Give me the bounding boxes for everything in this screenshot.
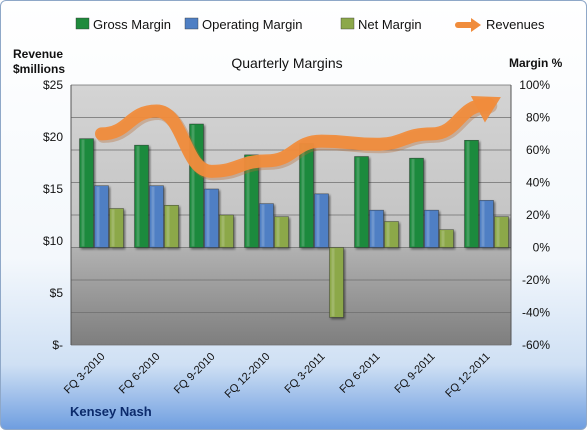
bar-series <box>79 123 509 318</box>
revenues-legend-arrow <box>471 18 481 32</box>
revenues-arrowhead <box>470 96 501 123</box>
x-tick-label: FQ 6-2011 <box>338 351 383 396</box>
left-axis-label-line2: $millions <box>13 62 65 76</box>
operating-margin-bar-highlight <box>316 194 320 247</box>
left-tick-label: $10 <box>43 234 63 248</box>
operating-margin-bar <box>424 209 439 248</box>
x-tick-label: FQ 6-2010 <box>117 351 163 397</box>
left-tick-label: $25 <box>43 78 63 92</box>
x-tick-label: FQ 12-2011 <box>443 351 492 400</box>
left-tick-label: $15 <box>43 182 63 196</box>
legend: Gross Margin Operating Margin Net Margin Re… <box>75 17 545 32</box>
net-margin-bar-highlight <box>111 209 115 247</box>
gross-margin-bar <box>79 138 94 248</box>
operating-margin-legend-swatch <box>184 17 199 30</box>
operating-margin-bar <box>479 200 494 248</box>
net-margin-bar <box>274 216 289 248</box>
operating-margin-bar <box>149 185 164 248</box>
operating-margin-bar-highlight <box>371 211 375 247</box>
right-tick-label: 40% <box>526 176 550 190</box>
left-tick-label: $5 <box>50 286 64 300</box>
net-margin-bar <box>494 216 509 248</box>
gross-margin-bar-highlight <box>411 159 415 247</box>
x-axis-labels: FQ 3-2010 FQ 6-2010 FQ 9-2010 FQ 12-2010 FQ … <box>62 351 493 401</box>
x-tick-label: FQ 9-2011 <box>393 351 438 396</box>
right-tick-label: 0% <box>533 241 551 255</box>
gross-margin-bar <box>134 144 149 248</box>
net-margin-bar <box>164 205 179 248</box>
operating-margin-bar-highlight <box>261 204 265 247</box>
gross-margin-legend-swatch <box>75 17 90 30</box>
operating-margin-bar-highlight <box>206 190 210 247</box>
gross-margin-bar-highlight <box>466 141 470 247</box>
right-tick-label: 20% <box>526 208 550 222</box>
x-tick-label: FQ 3-2011 <box>283 351 328 396</box>
revenues-line <box>95 97 495 178</box>
gross-margin-bar-highlight <box>191 125 195 247</box>
operating-margin-bar <box>94 185 109 248</box>
net-margin-bar <box>109 208 124 248</box>
right-tick-label: -40% <box>522 306 550 320</box>
gross-margin-bar <box>354 156 369 248</box>
right-tick-label: -20% <box>522 273 550 287</box>
x-tick-label: FQ 12-2010 <box>223 351 273 401</box>
right-axis-ticks: -60% -40% -20% 0% 20% 40% 60% 80% 100% <box>519 78 550 352</box>
net-margin-bar-highlight <box>331 248 335 317</box>
left-tick-label: $- <box>52 338 63 352</box>
right-tick-label: -60% <box>522 338 550 352</box>
net-margin-bar-highlight <box>221 216 225 247</box>
gross-margin-bar-highlight <box>136 146 140 247</box>
gross-margin-legend-label: Gross Margin <box>93 17 171 32</box>
operating-margin-bar <box>204 188 219 248</box>
revenue-series <box>95 96 501 181</box>
gross-margin-bar <box>409 157 424 248</box>
operating-margin-bar <box>314 193 329 248</box>
left-axis-label-line1: Revenue <box>13 47 63 61</box>
operating-margin-legend-label: Operating Margin <box>202 17 302 32</box>
plot-area-lower <box>71 247 511 345</box>
right-tick-label: 80% <box>526 111 550 125</box>
right-axis-label: Margin % <box>509 56 563 70</box>
operating-margin-bar-highlight <box>426 211 430 247</box>
net-margin-bar-highlight <box>166 206 170 247</box>
net-margin-bar-highlight <box>441 230 445 247</box>
left-axis-ticks: $- $5 $10 $15 $20 $25 <box>43 78 63 352</box>
operating-margin-bar-highlight <box>481 201 485 247</box>
left-tick-label: $20 <box>43 130 63 144</box>
operating-margin-bar <box>369 209 384 248</box>
net-margin-legend-swatch <box>340 17 355 30</box>
net-margin-bar <box>219 214 234 248</box>
gross-margin-bar <box>244 154 259 248</box>
revenues-legend-label: Revenues <box>486 17 545 32</box>
net-margin-bar <box>384 221 399 248</box>
x-tick-label: FQ 9-2010 <box>172 351 218 397</box>
net-margin-bar-highlight <box>496 217 500 247</box>
gross-margin-bar-highlight <box>356 157 360 247</box>
net-margin-bar-highlight <box>276 217 280 247</box>
net-margin-legend-label: Net Margin <box>358 17 422 32</box>
chart-title: Quarterly Margins <box>231 55 342 71</box>
operating-margin-bar <box>259 203 274 248</box>
net-margin-bar <box>329 247 344 318</box>
gross-margin-bar-highlight <box>81 139 85 247</box>
net-margin-bar <box>439 229 454 248</box>
net-margin-bar-highlight <box>386 222 390 247</box>
right-tick-label: 100% <box>519 78 550 92</box>
gross-margin-bar <box>464 140 479 248</box>
operating-margin-bar-highlight <box>96 186 100 247</box>
gross-margin-bar-highlight <box>301 144 305 247</box>
right-tick-label: 60% <box>526 143 550 157</box>
x-tick-label: FQ 3-2010 <box>62 351 108 397</box>
company-label: Kensey Nash <box>70 404 152 419</box>
operating-margin-bar-highlight <box>151 186 155 247</box>
gross-margin-bar-highlight <box>246 155 250 247</box>
